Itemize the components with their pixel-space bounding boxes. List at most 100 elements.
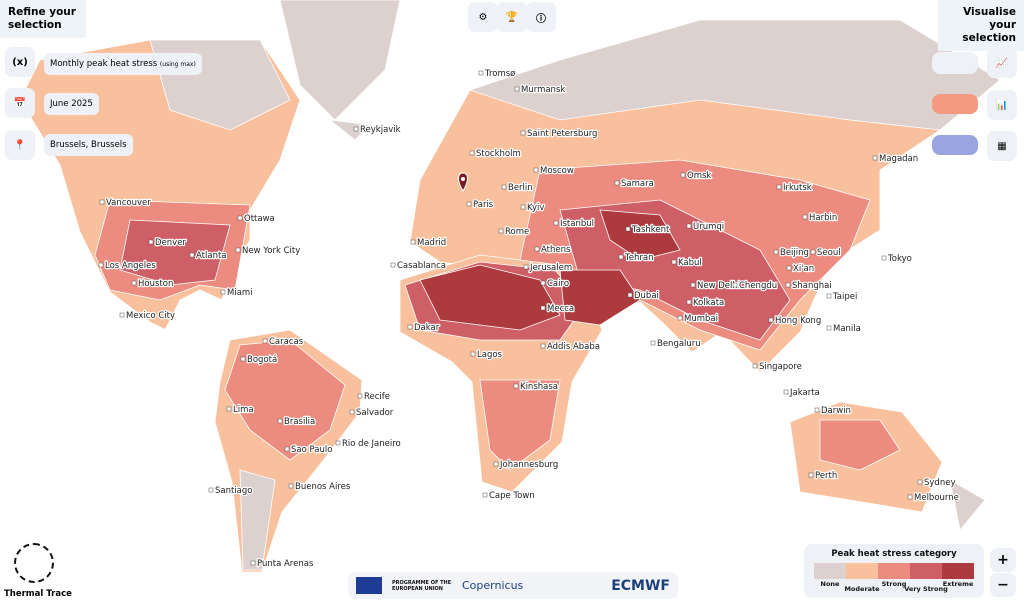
- date: June 2025: [50, 99, 93, 109]
- city-label: Kabul: [678, 258, 702, 268]
- city-dot: [226, 406, 232, 412]
- city-dot: [732, 282, 738, 288]
- city-label: Shanghai: [792, 281, 832, 291]
- city-label: Atlanta: [196, 251, 227, 261]
- legend-swatch: [910, 563, 942, 579]
- city-label: Kolkata: [693, 298, 724, 308]
- city-dot: [208, 487, 214, 493]
- city-label: New Delhi: [697, 281, 740, 291]
- city-dot: [534, 246, 540, 252]
- city-dot: [677, 315, 683, 321]
- legend-label: Extreme: [942, 580, 974, 588]
- city-label: Manila: [833, 324, 861, 334]
- city-label: Ottawa: [244, 214, 275, 224]
- city-dot: [540, 280, 546, 286]
- city-dot: [627, 292, 633, 298]
- city-label: Kinshasa: [520, 382, 558, 392]
- legend-label: Moderate: [844, 585, 880, 593]
- city-dot: [752, 363, 758, 369]
- zoom-out[interactable]: −: [990, 573, 1016, 597]
- map-button[interactable]: ▦: [987, 131, 1017, 161]
- city-dot: [284, 446, 290, 452]
- city-label: Saint Petersburg: [527, 129, 597, 139]
- variable-pill[interactable]: Monthly peak heat stress (using max): [44, 53, 202, 75]
- zoom-in[interactable]: +: [990, 548, 1016, 572]
- city-dot: [262, 338, 268, 344]
- city-label: Jerusalem: [529, 263, 572, 273]
- left-header: Refine your selection: [0, 0, 86, 38]
- city-label: Singapore: [759, 362, 802, 372]
- city-dot: [618, 254, 624, 260]
- city-dot: [520, 130, 526, 136]
- bar-chart-button[interactable]: 📊: [987, 90, 1017, 120]
- location-pill[interactable]: Brussels, Brussels: [44, 134, 133, 156]
- variable-button[interactable]: (x): [5, 47, 35, 77]
- city-dot: [410, 239, 416, 245]
- city-label: Cape Town: [489, 491, 535, 501]
- city-label: Taipei: [832, 292, 857, 302]
- legend-title: Peak heat stress category: [831, 549, 957, 559]
- city-label: Cairo: [547, 279, 569, 289]
- city-label: Salvador: [356, 408, 394, 418]
- city-dot: [553, 220, 559, 226]
- line-chart-button[interactable]: 📈: [987, 48, 1017, 78]
- city-label: Punta Arenas: [257, 559, 314, 569]
- city-dot: [810, 249, 816, 255]
- city-label: Moscow: [540, 166, 574, 176]
- trophy-button[interactable]: 🏆: [497, 2, 527, 32]
- city-label: Irkutsk: [783, 183, 812, 193]
- city-label: Addis Ababa: [547, 342, 600, 352]
- legend-label: None: [820, 580, 840, 588]
- footer-logos: PROGRAMME OF THE EUROPEAN UNION Copernic…: [348, 572, 678, 599]
- city-dot: [826, 293, 832, 299]
- city-dot: [288, 483, 294, 489]
- city-label: Tromsø: [484, 69, 515, 79]
- legend: Peak heat stress category None Moderate St…: [804, 544, 984, 598]
- city-dot: [881, 255, 887, 261]
- city-label: Istanbul: [560, 219, 594, 229]
- city-label: Vancouver: [106, 198, 151, 208]
- location-button[interactable]: 📍: [5, 130, 35, 160]
- city-label: Denver: [155, 238, 186, 248]
- city-label: Melbourne: [914, 493, 959, 503]
- city-label: Rio de Janeiro: [342, 439, 401, 449]
- city-dot: [686, 223, 692, 229]
- info-button[interactable]: ⓘ: [526, 2, 556, 32]
- thumbnail[interactable]: [932, 94, 978, 114]
- city-dot: [907, 494, 913, 500]
- city-label: Caracas: [269, 337, 304, 347]
- city-label: Omsk: [687, 171, 711, 181]
- city-dot: [482, 492, 488, 498]
- brand: Thermal Trace: [4, 589, 72, 599]
- city-label: Xi'an: [793, 264, 814, 274]
- city-dot: [690, 282, 696, 288]
- eu-flag: [356, 577, 382, 594]
- city-dot: [650, 340, 656, 346]
- city-label: Santiago: [215, 486, 253, 496]
- thumbnail[interactable]: [932, 135, 978, 155]
- city-dot: [469, 150, 475, 156]
- date-button[interactable]: 📅: [5, 88, 35, 118]
- city-dot: [625, 226, 631, 232]
- city-dot: [498, 228, 504, 234]
- city-label: Seoul: [817, 248, 841, 258]
- thumbnail[interactable]: [932, 52, 978, 74]
- city-dot: [808, 472, 814, 478]
- settings-button[interactable]: ⚙: [468, 2, 498, 32]
- city-label: Brasilia: [284, 417, 315, 427]
- ecmwf: ECMWF: [611, 577, 670, 594]
- date-pill[interactable]: June 2025: [44, 93, 99, 115]
- city-dot: [520, 204, 526, 210]
- legend-swatch: [942, 563, 974, 579]
- city-label: Miami: [227, 288, 253, 298]
- city-label: Bengaluru: [657, 339, 701, 349]
- city-dot: [98, 262, 104, 268]
- location: Brussels, Brussels: [50, 140, 127, 150]
- city-label: Paris: [473, 200, 494, 210]
- city-dot: [240, 356, 246, 362]
- city-label: New York City: [242, 246, 300, 256]
- city-dot: [99, 199, 105, 205]
- city-dot: [785, 282, 791, 288]
- city-label: Murmansk: [521, 85, 565, 95]
- city-dot: [349, 409, 355, 415]
